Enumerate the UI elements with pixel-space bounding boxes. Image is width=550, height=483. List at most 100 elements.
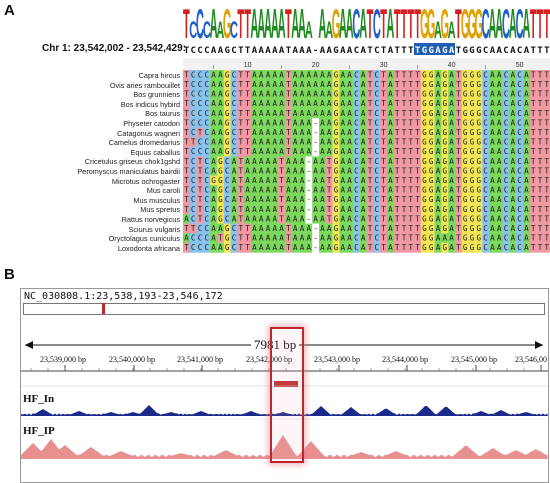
alignment-cell (434, 108, 442, 119)
alignment-base: A (490, 166, 495, 175)
ref-base: A (347, 46, 353, 55)
alignment-cell (319, 204, 327, 215)
alignment-cell (332, 166, 340, 176)
alignment-base: G (470, 214, 475, 223)
alignment-base: C (191, 118, 196, 127)
alignment-base: T (531, 128, 536, 137)
logo-letter: A (264, 2, 272, 40)
alignment-cell (441, 108, 449, 119)
alignment-base: A (511, 147, 516, 156)
alignment-base: A (279, 128, 284, 137)
alignment-base: T (327, 166, 332, 175)
alignment-base: - (307, 166, 312, 175)
alignment-base: T (531, 195, 536, 204)
alignment-base: A (211, 166, 216, 175)
alignment-base: G (470, 166, 475, 175)
alignment-base: T (184, 138, 189, 147)
alignment-cell (387, 233, 395, 244)
alignment-base: A (252, 80, 257, 89)
alignment-base: T (381, 99, 386, 108)
alignment-cell (543, 223, 550, 234)
alignment-cell (325, 156, 333, 167)
alignment-base: A (313, 99, 318, 108)
alignment-cell (373, 156, 381, 167)
alignment-cell (332, 79, 340, 90)
alignment-cell (414, 204, 422, 215)
alignment-base: A (388, 243, 393, 252)
alignment-base: A (388, 99, 393, 108)
alignment-cell (353, 185, 361, 196)
alignment-cell (509, 166, 517, 176)
alignment-cell (407, 156, 415, 167)
alignment-cell (380, 70, 388, 80)
alignment-cell (359, 242, 367, 253)
alignment-cell (291, 223, 299, 234)
species-name: Mus spretus (140, 205, 180, 215)
alignment-cell (523, 137, 531, 148)
alignment-cell (414, 70, 422, 80)
alignment-cell (319, 223, 327, 234)
alignment-base: G (429, 147, 434, 156)
alignment-base: C (205, 224, 210, 233)
alignment-cell (421, 89, 429, 100)
alignment-cell (434, 233, 442, 244)
alignment-cell (509, 175, 517, 186)
alignment-base: A (293, 195, 298, 204)
alignment-cell (298, 194, 306, 205)
alignment-cell (339, 233, 347, 244)
alignment-cell (223, 204, 231, 215)
alignment-cell (339, 185, 347, 196)
alignment-cell (509, 223, 517, 234)
alignment-base: A (293, 128, 298, 137)
alignment-cell (359, 137, 367, 148)
alignment-base: C (198, 109, 203, 118)
alignment-cell (305, 156, 313, 167)
alignment-base: T (245, 99, 250, 108)
alignment-cell (257, 204, 265, 215)
alignment-base: T (184, 118, 189, 127)
alignment-cell (346, 214, 354, 224)
alignment-cell (489, 70, 497, 80)
alignment-base: G (422, 205, 427, 214)
alignment-cell (414, 108, 422, 119)
alignment-cell (523, 185, 531, 196)
alignment-base: A (313, 205, 318, 214)
alignment-base: C (205, 128, 210, 137)
alignment-base: A (436, 214, 441, 223)
alignment-cell (414, 79, 422, 90)
alignment-cell (489, 175, 497, 186)
alignment-cell (516, 214, 524, 224)
alignment-base: A (273, 234, 278, 243)
alignment-cell (482, 79, 490, 90)
species-name: Catagonus wagneri (117, 128, 180, 138)
alignment-cell (421, 214, 429, 224)
alignment-cell (502, 194, 510, 205)
locus-label[interactable]: NC_030808.1:23,538,193-23,546,172 (24, 291, 223, 302)
alignment-cell (516, 185, 524, 196)
alignment-cell (543, 118, 550, 128)
alignment-cell (244, 214, 252, 224)
alignment-base: A (490, 99, 495, 108)
alignment-base: A (300, 99, 305, 108)
alignment-base: A (252, 70, 257, 79)
alignment-base: T (368, 234, 373, 243)
alignment-cell (319, 146, 327, 157)
alignment-base: A (307, 118, 312, 127)
alignment-cell (387, 223, 395, 234)
alignment-base: T (368, 195, 373, 204)
alignment-cell (203, 242, 211, 253)
alignment-base: A (293, 147, 298, 156)
alignment-cell (393, 108, 401, 119)
alignment-cell (523, 146, 531, 157)
alignment-cell (400, 137, 408, 148)
alignment-base: A (524, 205, 529, 214)
chromosome-ideogram[interactable] (23, 303, 545, 315)
alignment-cell (325, 89, 333, 100)
alignment-base: T (409, 176, 414, 185)
alignment-cell (237, 108, 245, 119)
alignment-base: T (415, 224, 420, 233)
logo-letter: C (189, 17, 197, 40)
alignment-cell (264, 146, 272, 157)
alignment-base: T (245, 80, 250, 89)
ref-base: G (428, 46, 433, 55)
